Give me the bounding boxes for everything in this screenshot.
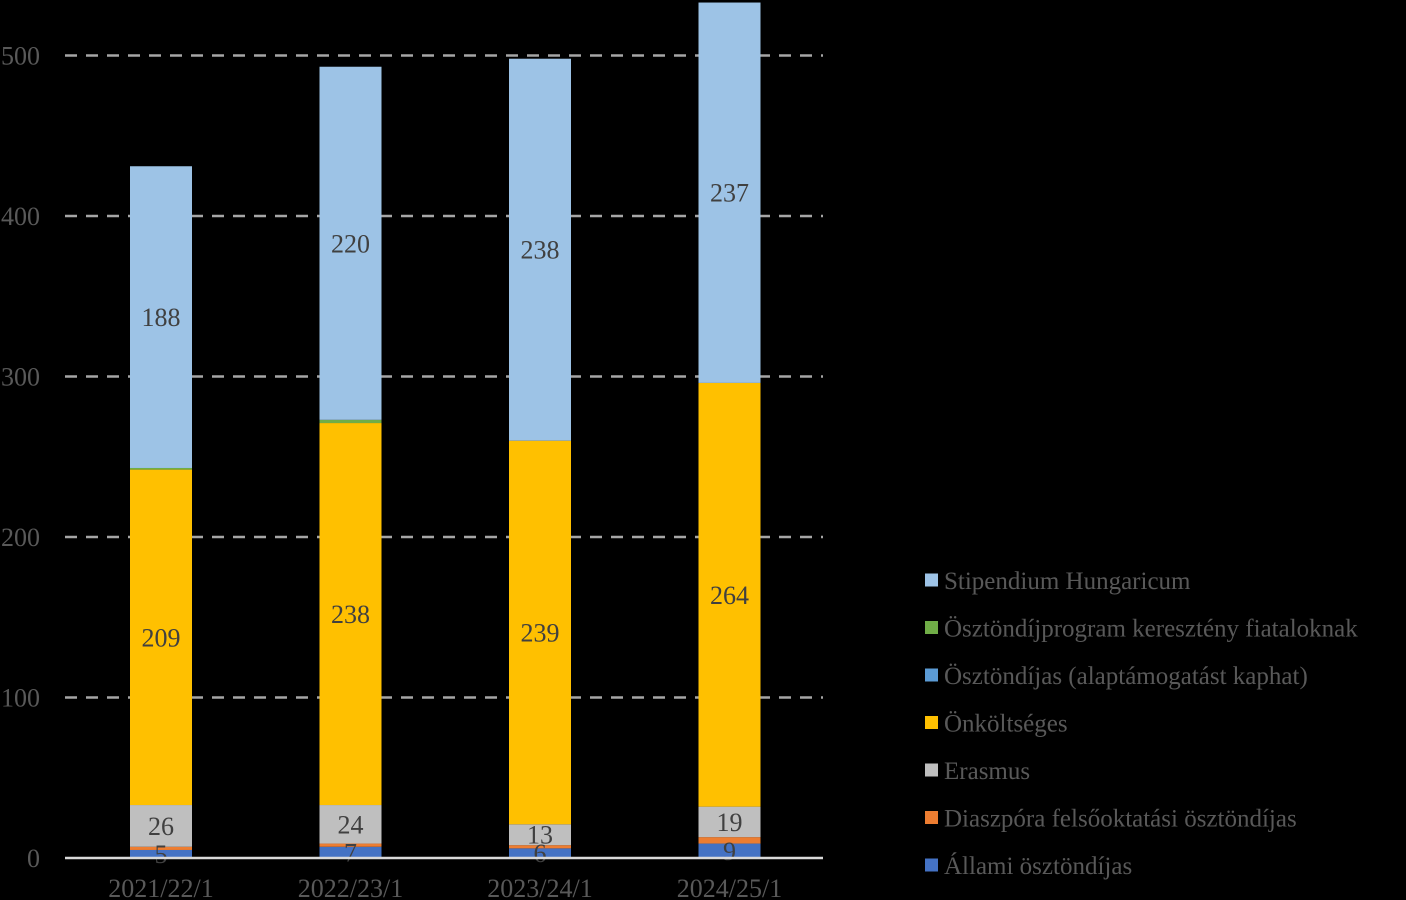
x-tick-label-2024-25-1: 2024/25/1 [677,874,782,900]
y-axis-ticks: 0 100 200 300 400 500 [1,42,40,874]
data-label-onkoltseges-2022-23-1: 238 [331,600,370,629]
data-label-erasmus-2024-25-1: 19 [717,808,743,837]
legend-swatch-allami-osztondijas [925,858,938,872]
bar-diaszpora-felsooktatasi-osztondijas-2023-24-1 [509,845,571,849]
legend-item-osztondijas-alaptamogatast-kaphat: Ösztöndíjas (alaptámogatást kaphat) [925,663,1308,690]
legend-label-diaszpora-felsooktatasi-osztondijas: Diaszpóra felsőoktatási ösztöndíjas [944,806,1297,833]
legend-item-onkoltseges: Önköltséges [925,711,1068,738]
y-tick-label-200: 200 [1,523,40,552]
legend-swatch-stipendium-hungaricum [925,573,938,587]
bar-stipendium-hungaricum-2021-22-1 [130,166,192,468]
data-label-onkoltseges-2023-24-1: 239 [521,618,560,647]
bar-erasmus-2022-23-1 [319,805,382,844]
x-tick-label-2023-24-1: 2023/24/1 [487,874,592,900]
data-label-onkoltseges-2024-25-1: 264 [710,581,749,610]
bar-stipendium-hungaricum-2022-23-1 [319,66,382,420]
y-tick-label-100: 100 [1,684,40,713]
legend-item-osztondijprogram-kereszteny-fiataloknak: Ösztöndíjprogram keresztény fiataloknak [925,616,1358,643]
x-tick-label-2022-23-1: 2022/23/1 [298,874,403,900]
bar-onkoltseges-2024-25-1 [698,382,761,807]
x-tick-label-2021-22-1: 2021/22/1 [108,874,213,900]
legend: Stipendium Hungaricum Ösztöndíjprogram ke… [925,568,1358,880]
data-label-stipendium-hungaricum-2021-22-1: 188 [142,303,181,332]
legend-label-allami-osztondijas: Állami ösztöndíjas [944,852,1132,880]
bars [130,2,761,858]
legend-label-stipendium-hungaricum: Stipendium Hungaricum [944,568,1191,595]
data-labels: 526 209 188 724 238 220 613 239 238 919 264 237 [142,179,750,869]
bar-diaszpora-felsooktatasi-osztondijas-2021-22-1 [130,846,192,850]
data-label-erasmus-2021-22-1: 26 [148,812,174,841]
bar-stipendium-hungaricum-2024-25-1 [698,2,761,383]
data-label-allami-osztondijas-2023-24-1: 6 [534,839,547,868]
data-label-erasmus-2022-23-1: 24 [338,810,364,839]
y-tick-label-400: 400 [1,202,40,231]
y-tick-label-0: 0 [27,844,40,873]
bar-diaszpora-felsooktatasi-osztondijas-2022-23-1 [319,843,382,847]
bar-osztondijprogram-kereszteny-fiataloknak-2021-22-1 [130,467,192,470]
bar-osztondijprogram-kereszteny-fiataloknak-2022-23-1 [319,419,382,424]
legend-swatch-onkoltseges [925,716,938,729]
data-label-stipendium-hungaricum-2023-24-1: 238 [521,236,560,265]
legend-label-osztondijprogram-kereszteny-fiataloknak: Ösztöndíjprogram keresztény fiataloknak [944,616,1358,643]
data-label-erasmus-2023-24-1: 13 [527,821,553,850]
legend-item-diaszpora-felsooktatasi-osztondijas: Diaszpóra felsőoktatási ösztöndíjas [925,806,1297,833]
y-tick-label-500: 500 [1,42,40,71]
data-label-onkoltseges-2021-22-1: 209 [142,623,181,652]
y-tick-label-300: 300 [1,363,40,392]
legend-swatch-erasmus [925,763,938,777]
data-label-stipendium-hungaricum-2022-23-1: 220 [331,229,370,258]
legend-swatch-osztondijprogram-kereszteny-fiataloknak [925,621,938,634]
bar-allami-osztondijas-2024-25-1 [698,843,761,858]
bar-erasmus-2024-25-1 [698,806,761,838]
legend-swatch-osztondijas-alaptamogatast-kaphat [925,668,938,682]
legend-item-allami-osztondijas: Állami ösztöndíjas [925,852,1132,880]
legend-label-onkoltseges: Önköltséges [944,711,1068,738]
data-label-allami-osztondijas-2024-25-1: 9 [723,837,736,866]
legend-label-osztondijas-alaptamogatast-kaphat: Ösztöndíjas (alaptámogatást kaphat) [944,663,1308,690]
legend-item-stipendium-hungaricum: Stipendium Hungaricum [925,568,1191,595]
bar-diaszpora-felsooktatasi-osztondijas-2024-25-1 [698,837,761,844]
legend-item-erasmus: Erasmus [925,758,1030,785]
bar-allami-osztondijas-2023-24-1 [509,848,571,858]
legend-label-erasmus: Erasmus [944,758,1030,785]
data-label-stipendium-hungaricum-2024-25-1: 237 [710,179,749,208]
legend-swatch-diaszpora-felsooktatasi-osztondijas [925,811,938,824]
data-label-allami-osztondijas-2022-23-1: 7 [344,838,357,867]
x-axis-ticks: 2021/22/1 2022/23/1 2023/24/1 2024/25/1 [108,874,782,900]
bar-allami-osztondijas-2022-23-1 [319,846,382,858]
bar-onkoltseges-2023-24-1 [509,440,571,825]
bar-allami-osztondijas-2021-22-1 [130,849,192,858]
bar-onkoltseges-2021-22-1 [130,469,192,806]
bar-erasmus-2021-22-1 [130,805,192,847]
bar-onkoltseges-2022-23-1 [319,423,382,806]
data-label-allami-osztondijas-2021-22-1: 5 [155,840,168,869]
bar-erasmus-2023-24-1 [509,824,571,846]
bar-stipendium-hungaricum-2023-24-1 [509,58,571,441]
